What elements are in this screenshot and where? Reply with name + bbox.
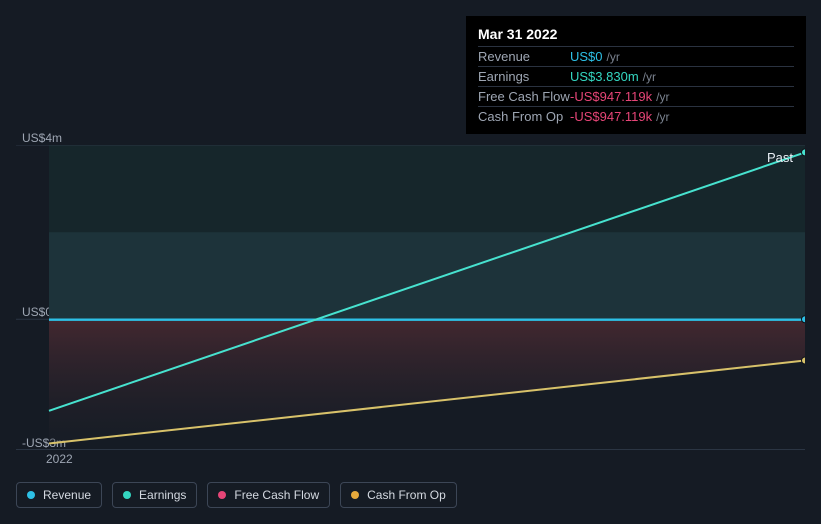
y-axis-tick-label: US$4m — [22, 131, 62, 145]
data-tooltip: Mar 31 2022 RevenueUS$0/yrEarningsUS$3.8… — [466, 16, 806, 134]
chart-container: Mar 31 2022 RevenueUS$0/yrEarningsUS$3.8… — [0, 0, 821, 524]
x-axis-label: 2022 — [46, 452, 73, 466]
tooltip-row: RevenueUS$0/yr — [478, 46, 794, 66]
tooltip-row-label: Cash From Op — [478, 109, 570, 124]
tooltip-row-value: -US$947.119k — [570, 89, 652, 104]
tooltip-row-unit: /yr — [656, 90, 669, 104]
tooltip-row: Free Cash Flow-US$947.119k/yr — [478, 86, 794, 106]
tooltip-row: EarningsUS$3.830m/yr — [478, 66, 794, 86]
chart-plot[interactable] — [16, 145, 805, 450]
tooltip-date: Mar 31 2022 — [478, 24, 794, 46]
legend-dot-icon — [27, 491, 35, 499]
legend-label: Free Cash Flow — [234, 488, 319, 502]
legend-label: Revenue — [43, 488, 91, 502]
tooltip-row-value: US$0 — [570, 49, 603, 64]
legend-label: Earnings — [139, 488, 186, 502]
tooltip-row: Cash From Op-US$947.119k/yr — [478, 106, 794, 126]
tooltip-row-value: -US$947.119k — [570, 109, 652, 124]
tooltip-row-value: US$3.830m — [570, 69, 639, 84]
past-label: Past — [767, 150, 793, 165]
tooltip-row-label: Free Cash Flow — [478, 89, 570, 104]
tooltip-row-unit: /yr — [607, 50, 620, 64]
tooltip-row-label: Revenue — [478, 49, 570, 64]
legend-dot-icon — [123, 491, 131, 499]
legend-item[interactable]: Free Cash Flow — [207, 482, 330, 508]
legend-item[interactable]: Earnings — [112, 482, 197, 508]
legend-dot-icon — [218, 491, 226, 499]
tooltip-row-unit: /yr — [643, 70, 656, 84]
legend-item[interactable]: Cash From Op — [340, 482, 457, 508]
legend-label: Cash From Op — [367, 488, 446, 502]
legend: Revenue Earnings Free Cash Flow Cash From O… — [16, 482, 457, 508]
legend-dot-icon — [351, 491, 359, 499]
tooltip-row-label: Earnings — [478, 69, 570, 84]
legend-item[interactable]: Revenue — [16, 482, 102, 508]
tooltip-row-unit: /yr — [656, 110, 669, 124]
